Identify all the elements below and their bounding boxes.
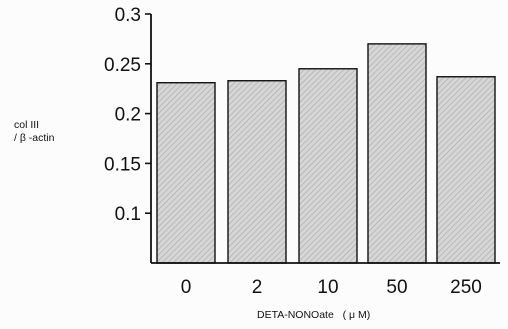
x-tick-label-2: 2 [252,277,263,298]
tick-labels: 0.1 0.15 0.2 0.25 0.3 0 2 10 50 250 [104,5,482,298]
y-tick-label-0.25: 0.25 [104,55,141,76]
x-tick-label-50: 50 [386,277,407,298]
y-tick-label-0.2: 0.2 [115,105,141,126]
y-tick-label-0.3: 0.3 [115,5,141,26]
axes [145,13,500,264]
bar-10 [298,68,358,264]
bar-0 [156,82,216,264]
bar-50 [367,43,427,264]
x-tick-label-250: 250 [450,277,482,298]
y-tick-label-0.1: 0.1 [115,204,141,225]
x-tick-label-0: 0 [181,277,192,298]
bars [156,43,496,264]
x-tick-label-10: 10 [317,277,338,298]
y-axis-label-line2: / β -actin [14,132,55,144]
y-axis-label-line1: col III [14,119,40,131]
bar-2 [227,80,287,264]
y-axis-label: col III / β -actin [14,119,54,145]
y-tick-label-0.15: 0.15 [104,154,141,175]
x-axis-label: DETA-NONOate ( μ M) [257,309,371,321]
bar-250 [436,76,496,264]
